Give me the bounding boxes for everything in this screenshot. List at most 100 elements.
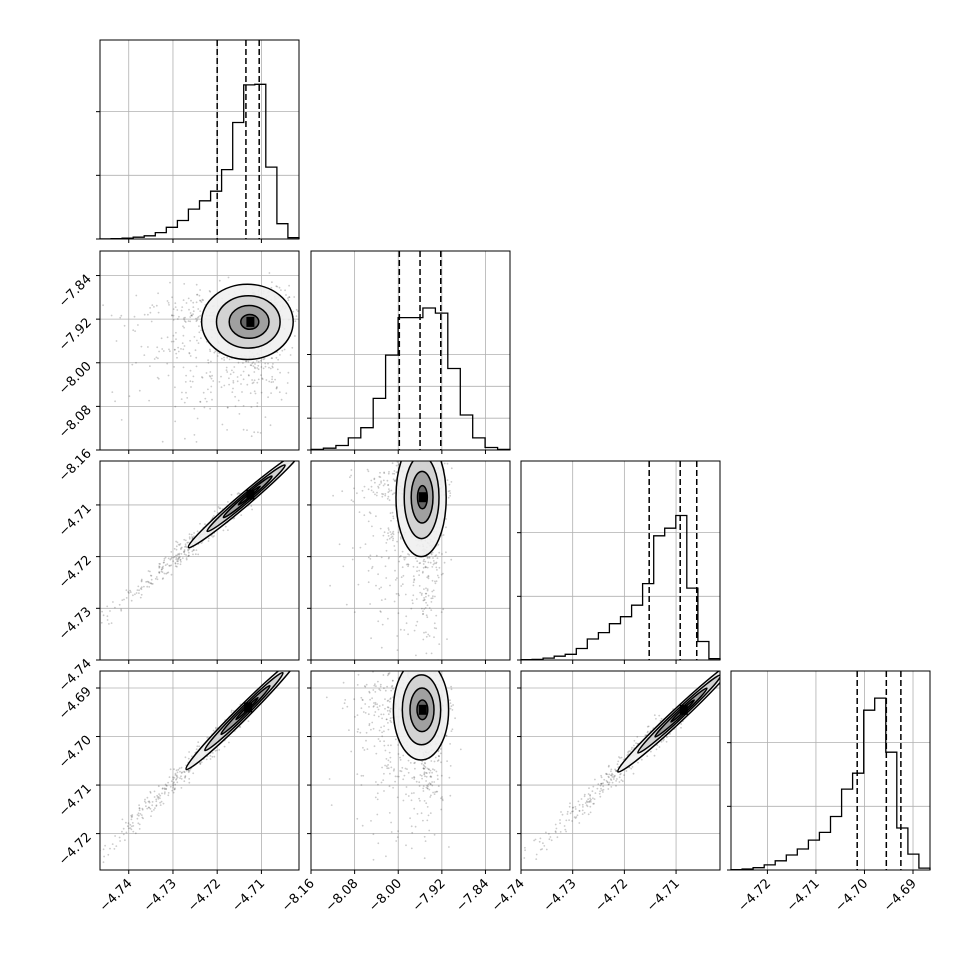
scatter-point: [92, 861, 94, 863]
scatter-point: [151, 583, 154, 585]
scatter-point: [364, 703, 367, 705]
scatter-point: [762, 639, 764, 641]
scatter-point: [394, 479, 397, 482]
scatter-point: [155, 576, 158, 578]
scatter-point: [407, 795, 410, 797]
scatter-point: [173, 547, 176, 550]
scatter-point: [174, 302, 177, 305]
scatter-point: [390, 489, 393, 492]
scatter-point: [375, 781, 377, 783]
scatter-point: [388, 785, 391, 788]
histogram-3: [730, 697, 931, 871]
scatter-point: [287, 458, 289, 460]
scatter-point: [188, 352, 191, 354]
scatter-point: [210, 385, 213, 388]
scatter-point: [212, 380, 215, 382]
scatter-point: [223, 356, 225, 359]
scatter-point: [548, 832, 550, 835]
scatter-point: [223, 745, 226, 748]
scatter-point: [197, 342, 200, 344]
scatter-point: [203, 406, 206, 409]
scatter-point: [353, 611, 356, 613]
scatter-point: [399, 770, 402, 772]
scatter-point: [161, 787, 164, 790]
scatter-point: [271, 375, 274, 378]
scatter-point: [506, 876, 508, 878]
scatter-point: [180, 560, 182, 563]
scatter-point: [120, 608, 122, 611]
scatter-point: [209, 371, 212, 373]
scatter-point: [434, 595, 436, 598]
scatter-point: [85, 855, 87, 857]
scatter-point: [589, 811, 592, 814]
scatter-point: [416, 566, 419, 568]
scatter-point: [126, 825, 129, 828]
scatter-point: [389, 584, 391, 587]
scatter-point: [184, 539, 187, 542]
scatter-point: [625, 770, 628, 772]
scatter-point: [434, 791, 436, 793]
scatter-point: [242, 370, 245, 373]
scatter-point: [189, 768, 192, 771]
scatter-point: [130, 599, 133, 602]
scatter-point: [169, 565, 171, 567]
scatter-point: [215, 726, 217, 729]
scatter-point: [158, 562, 161, 565]
scatter-point: [426, 772, 428, 774]
scatter-point: [295, 315, 298, 317]
scatter-point: [387, 495, 390, 498]
scatter-point: [196, 293, 199, 296]
scatter-point: [185, 391, 187, 394]
scatter-point: [137, 812, 140, 815]
scatter-point: [395, 593, 398, 595]
scatter-point: [423, 857, 426, 860]
scatter-point: [615, 785, 617, 787]
scatter-point: [202, 391, 205, 394]
scatter-point: [193, 535, 195, 538]
scatter-point: [95, 858, 97, 860]
scatter-point: [207, 359, 210, 361]
scatter-point: [382, 534, 385, 537]
scatter-point: [183, 770, 185, 773]
scatter-point: [422, 764, 425, 766]
scatter-point: [161, 568, 163, 571]
scatter-point: [561, 813, 564, 816]
scatter-point: [426, 589, 429, 592]
scatter-point: [394, 549, 396, 552]
scatter-point: [183, 550, 186, 552]
scatter-point: [187, 554, 190, 557]
scatter-point: [407, 771, 410, 774]
scatter-point: [234, 395, 237, 398]
scatter-point: [451, 709, 454, 711]
scatter-point: [174, 772, 177, 775]
scatter-point: [141, 807, 144, 810]
scatter-point: [49, 657, 51, 659]
scatter-point: [376, 813, 379, 816]
scatter-point: [412, 581, 415, 584]
scatter-point: [449, 699, 451, 702]
scatter-point: [160, 570, 163, 573]
scatter-point: [209, 348, 211, 351]
scatter-point: [192, 549, 195, 552]
scatter-point: [402, 778, 405, 781]
scatter-point: [290, 457, 292, 459]
scatter-point: [179, 543, 182, 545]
scatter-point: [92, 626, 94, 628]
scatter-point: [427, 814, 430, 817]
scatter-point: [140, 580, 143, 583]
scatter-point: [115, 845, 118, 847]
scatter-point: [416, 813, 419, 815]
scatter-point: [365, 683, 368, 686]
scatter-point: [106, 619, 109, 621]
scatter-point: [608, 764, 610, 767]
scatter-point: [288, 665, 290, 667]
scatter-point: [189, 312, 192, 314]
scatter-point: [195, 317, 197, 320]
scatter-point: [140, 814, 143, 816]
scatter-point: [133, 315, 136, 318]
scatter-point: [432, 557, 434, 559]
scatter-point: [277, 358, 279, 361]
scatter-point: [438, 566, 441, 569]
scatter-point: [578, 804, 581, 806]
scatter-point: [129, 591, 132, 593]
